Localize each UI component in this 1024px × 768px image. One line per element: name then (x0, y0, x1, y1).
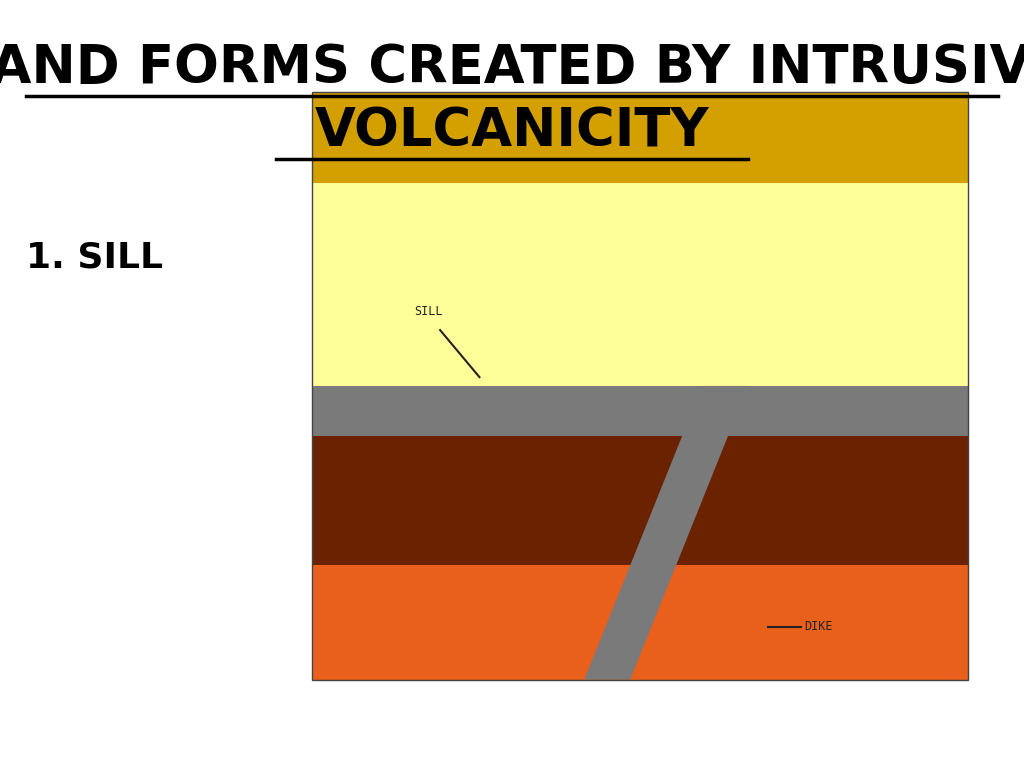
Bar (312, 184, 968, 386)
Bar (312, 386, 968, 436)
Bar (312, 92, 968, 680)
Text: SILL: SILL (414, 306, 442, 319)
Text: 1. SILL: 1. SILL (26, 240, 163, 274)
Polygon shape (585, 386, 749, 680)
Bar (312, 565, 968, 680)
Text: VOLCANICITY: VOLCANICITY (314, 106, 710, 158)
Bar (312, 436, 968, 565)
Text: LAND FORMS CREATED BY INTRUSIVE: LAND FORMS CREATED BY INTRUSIVE (0, 42, 1024, 94)
Bar (312, 92, 968, 184)
Text: DIKE: DIKE (804, 621, 833, 634)
